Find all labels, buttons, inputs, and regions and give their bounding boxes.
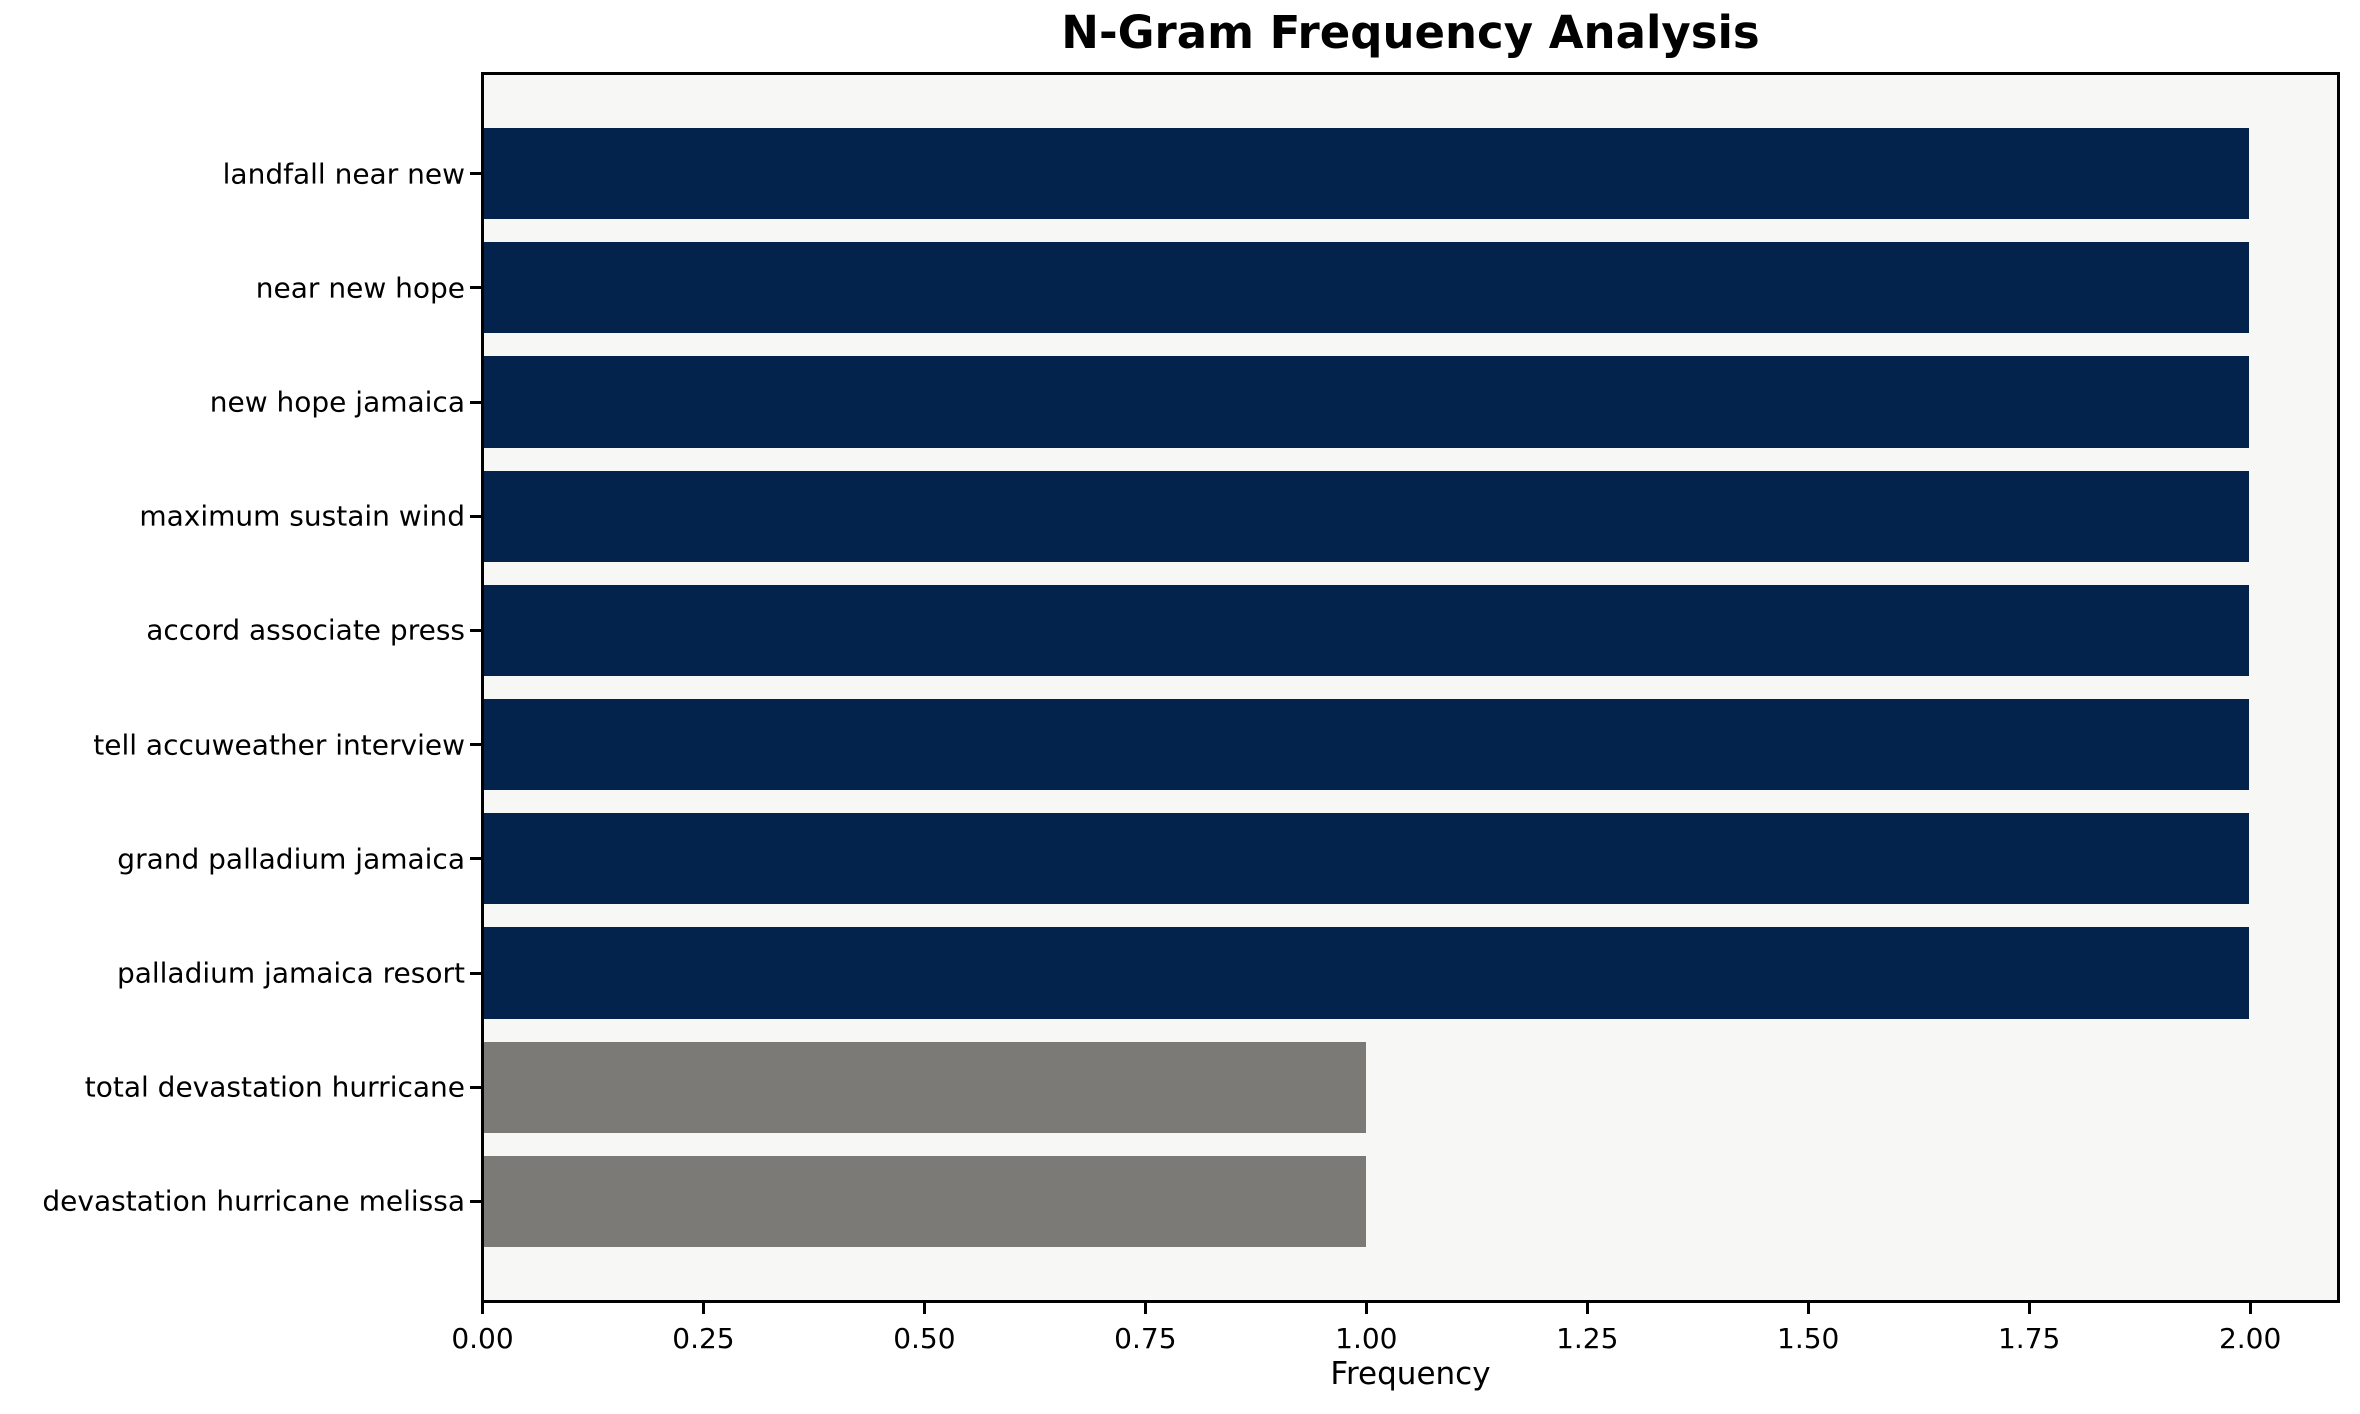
y-tick-mark (470, 628, 481, 632)
bar (484, 127, 2249, 220)
x-tick-mark (1585, 1303, 1589, 1314)
x-tick-label: 0.25 (672, 1322, 735, 1355)
x-tick-mark (481, 1303, 484, 1314)
chart-title: N-Gram Frequency Analysis (1061, 6, 1760, 59)
x-tick-mark (1364, 1303, 1368, 1314)
x-tick-mark (2027, 1303, 2031, 1314)
bar (484, 813, 2249, 905)
y-tick-mark (470, 400, 481, 404)
y-tick-mark (470, 514, 481, 518)
y-tick-label: accord associate press (146, 613, 465, 647)
y-tick-label: maximum sustain wind (139, 499, 465, 533)
x-tick-mark (1143, 1303, 1147, 1314)
x-tick-mark (922, 1303, 926, 1314)
bar (484, 1041, 1367, 1133)
x-tick-label: 0.75 (1114, 1322, 1177, 1355)
y-tick-label: near new hope (255, 271, 465, 305)
x-tick-mark (2248, 1303, 2252, 1314)
y-tick-mark (470, 857, 481, 861)
y-tick-label: palladium jamaica resort (116, 956, 465, 990)
bar (484, 927, 2249, 1019)
y-tick-mark (470, 1199, 481, 1203)
y-tick-label: landfall near new (222, 157, 465, 191)
y-tick-mark (470, 172, 481, 176)
y-tick-label: devastation hurricane melissa (42, 1184, 465, 1218)
bar (484, 470, 2249, 562)
y-tick-mark (470, 743, 481, 747)
x-tick-label: 1.75 (1997, 1322, 2061, 1355)
x-tick-mark (701, 1303, 705, 1314)
x-axis-label: Frequency (1330, 1356, 1491, 1392)
y-tick-label: new hope jamaica (209, 385, 465, 419)
bar (484, 698, 2249, 791)
bar (484, 1155, 1367, 1248)
x-tick-label: 0.00 (451, 1322, 514, 1355)
plot-area (481, 72, 2340, 1303)
y-tick-label: tell accuweather interview (93, 728, 465, 762)
x-tick-label: 2.00 (2218, 1322, 2282, 1355)
x-tick-label: 0.50 (893, 1322, 956, 1355)
bar (484, 242, 2249, 334)
x-tick-label: 1.50 (1777, 1322, 1840, 1355)
y-tick-label: grand palladium jamaica (117, 842, 465, 876)
y-tick-label: total devastation hurricane (84, 1070, 465, 1104)
y-tick-mark (470, 1085, 481, 1089)
x-tick-mark (1806, 1303, 1810, 1314)
bar (484, 584, 2249, 677)
y-tick-mark (470, 971, 481, 975)
x-tick-label: 1.25 (1556, 1322, 1619, 1355)
x-tick-label: 1.00 (1335, 1322, 1398, 1355)
bar (484, 356, 2249, 448)
y-tick-mark (470, 286, 481, 290)
